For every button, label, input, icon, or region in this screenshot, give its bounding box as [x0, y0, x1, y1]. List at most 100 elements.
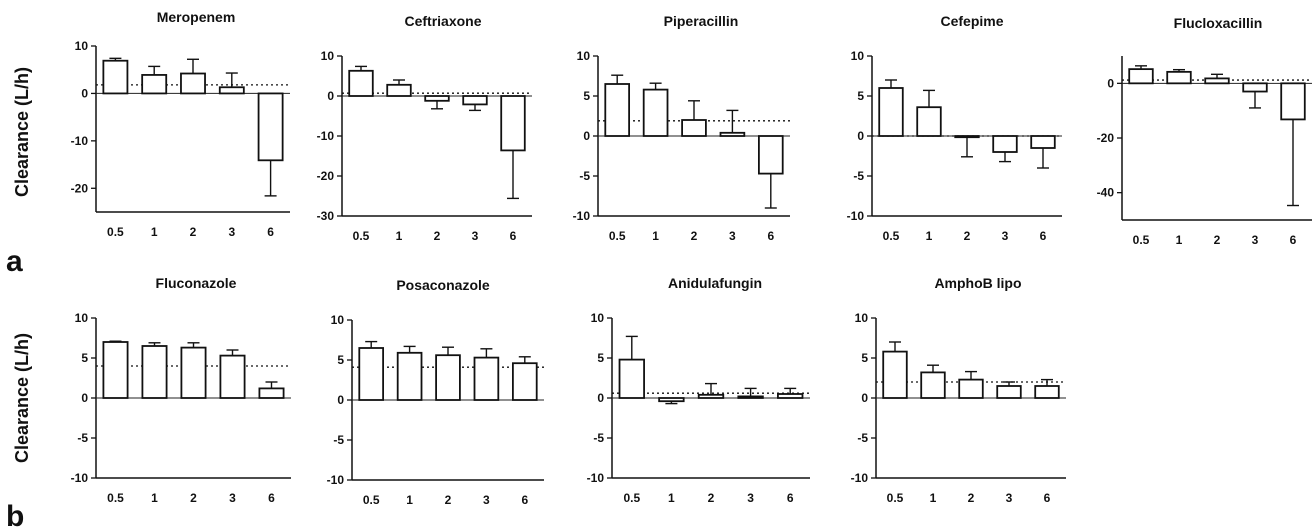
y-tick-label: 10 [331, 313, 345, 327]
bar [257, 92, 284, 162]
x-tick-label: 6 [1040, 229, 1047, 243]
bar [180, 72, 206, 95]
x-tick-label: 1 [652, 229, 659, 243]
y-tick-label: 0 [861, 391, 868, 405]
panel-label-a: a [6, 245, 23, 278]
x-tick-label: 3 [729, 229, 736, 243]
chart-panel: Fluconazole -10 -5 0 5 10 0.5 1 2 3 6 [71, 275, 291, 505]
bar [348, 69, 374, 97]
bar [473, 356, 500, 401]
x-tick-label: 2 [190, 491, 197, 505]
y-tick-label: -10 [587, 471, 605, 485]
x-tick-label: 1 [396, 229, 403, 243]
x-tick-label: 0.5 [623, 491, 640, 505]
y-tick-label: 5 [861, 351, 868, 365]
chart-panel: Ceftriaxone -30 -20 -10 0 10 0.5 1 2 3 6 [317, 13, 532, 243]
x-tick-label: 0.5 [887, 491, 904, 505]
y-tick-label: 5 [81, 351, 88, 365]
chart-panel: Piperacillin -10 -5 0 5 10 0.5 1 2 3 6 [573, 13, 790, 243]
x-tick-label: 0.5 [363, 493, 380, 507]
bar [500, 95, 526, 152]
x-tick-label: 6 [1044, 491, 1051, 505]
y-tick-label: 0 [597, 391, 604, 405]
chart-panel: Anidulafungin -10 -5 0 5 10 0.5 1 2 3 6 [587, 275, 810, 505]
chart-title: Piperacillin [664, 13, 739, 29]
bar [681, 119, 707, 137]
x-tick-label: 0.5 [107, 225, 124, 239]
chart-title: Meropenem [157, 9, 236, 25]
x-tick-label: 6 [267, 225, 274, 239]
y-tick-label: -5 [579, 169, 590, 183]
y-tick-label: 10 [75, 39, 89, 53]
bar [386, 83, 412, 97]
y-tick-label: -5 [593, 431, 604, 445]
x-tick-label: 1 [926, 229, 933, 243]
x-tick-label: 2 [691, 229, 698, 243]
y-tick-label: 0 [81, 86, 88, 100]
y-tick-label: -20 [1097, 131, 1115, 145]
chart-title: Flucloxacillin [1174, 15, 1263, 31]
x-tick-label: 6 [767, 229, 774, 243]
y-tick-label: 5 [597, 351, 604, 365]
x-tick-label: 1 [1176, 233, 1183, 247]
bar [878, 87, 904, 137]
bar [996, 385, 1022, 399]
panel-label-b: b [6, 500, 24, 530]
bar [1242, 82, 1268, 93]
bar [219, 354, 246, 399]
chart-panel: Flucloxacillin -40 -20 0 0.5 1 2 3 6 [1097, 15, 1312, 247]
bar [920, 371, 946, 399]
chart-panel: Meropenem -20 -10 0 10 0.5 1 2 3 6 [71, 9, 290, 239]
y-axis-label-row-a: Clearance (L/h) [12, 67, 32, 197]
y-tick-label: -10 [317, 129, 335, 143]
y-tick-label: 5 [583, 89, 590, 103]
x-tick-label: 3 [1002, 229, 1009, 243]
chart-title: Anidulafungin [668, 275, 762, 291]
y-axis-label-row-b: Clearance (L/h) [12, 333, 32, 463]
bar [1034, 385, 1060, 399]
x-tick-label: 2 [445, 493, 452, 507]
x-tick-label: 6 [510, 229, 517, 243]
y-tick-label: 5 [337, 353, 344, 367]
x-tick-label: 2 [708, 491, 715, 505]
x-tick-label: 3 [472, 229, 479, 243]
chart-title: Fluconazole [156, 275, 237, 291]
y-tick-label: -10 [851, 471, 869, 485]
bar [1166, 70, 1192, 85]
y-tick-label: -20 [71, 181, 89, 195]
y-tick-label: -5 [857, 431, 868, 445]
bar [658, 397, 685, 403]
x-tick-label: 1 [930, 491, 937, 505]
y-tick-label: 0 [1107, 76, 1114, 90]
x-tick-label: 1 [668, 491, 675, 505]
x-tick-label: 0.5 [107, 491, 124, 505]
y-tick-label: -5 [333, 433, 344, 447]
bar [719, 131, 746, 137]
bar [618, 358, 645, 399]
bar [1280, 82, 1306, 121]
bar [604, 83, 631, 137]
bar [424, 95, 450, 102]
y-tick-label: 10 [577, 49, 591, 63]
y-tick-label: -10 [573, 209, 591, 223]
y-tick-label: 0 [583, 129, 590, 143]
x-tick-label: 3 [483, 493, 490, 507]
x-tick-label: 3 [1006, 491, 1013, 505]
bar [737, 395, 764, 399]
x-tick-label: 1 [151, 225, 158, 239]
y-tick-label: 0 [337, 393, 344, 407]
bar [218, 86, 245, 95]
y-tick-label: -10 [847, 209, 865, 223]
x-tick-label: 0.5 [883, 229, 900, 243]
x-tick-label: 3 [228, 225, 235, 239]
bar [1204, 77, 1230, 85]
bar [757, 135, 784, 175]
bar [958, 378, 984, 399]
x-tick-label: 0.5 [1133, 233, 1150, 247]
y-tick-label: 10 [75, 311, 89, 325]
y-tick-label: -30 [317, 209, 335, 223]
x-tick-label: 6 [1290, 233, 1297, 247]
y-tick-label: -5 [77, 431, 88, 445]
bar [141, 74, 168, 95]
